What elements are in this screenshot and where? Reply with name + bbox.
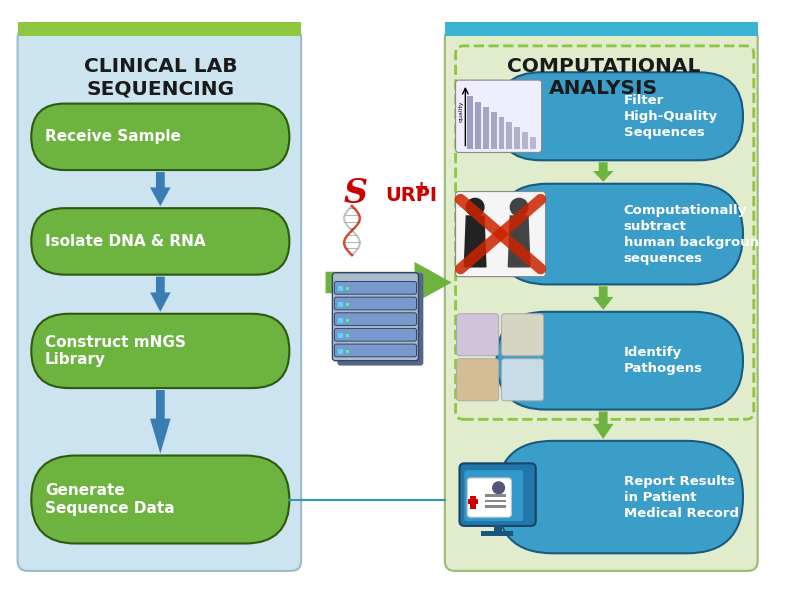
- Circle shape: [493, 482, 505, 493]
- Polygon shape: [508, 216, 530, 267]
- Bar: [338, 287, 343, 291]
- Text: Receive Sample: Receive Sample: [45, 129, 181, 144]
- FancyBboxPatch shape: [31, 455, 290, 543]
- FancyBboxPatch shape: [31, 104, 290, 170]
- FancyBboxPatch shape: [464, 470, 523, 521]
- Bar: [445, 22, 758, 36]
- Polygon shape: [150, 390, 170, 453]
- Bar: [338, 333, 343, 338]
- Text: URPI: URPI: [385, 186, 437, 205]
- Text: Computationally
subtract
human background
sequences: Computationally subtract human backgroun…: [624, 203, 768, 265]
- FancyBboxPatch shape: [497, 312, 743, 410]
- Bar: [338, 349, 343, 354]
- Polygon shape: [150, 172, 170, 206]
- FancyBboxPatch shape: [31, 208, 290, 274]
- Text: COMPUTATIONAL
ANALYSIS: COMPUTATIONAL ANALYSIS: [506, 56, 700, 98]
- Text: Identify
Pathogens: Identify Pathogens: [624, 346, 702, 375]
- Polygon shape: [464, 216, 486, 267]
- FancyBboxPatch shape: [338, 273, 423, 365]
- Bar: [514, 127, 520, 149]
- Polygon shape: [593, 412, 614, 439]
- Bar: [346, 319, 349, 322]
- FancyBboxPatch shape: [334, 297, 417, 310]
- Bar: [346, 287, 349, 290]
- FancyBboxPatch shape: [334, 344, 417, 357]
- FancyBboxPatch shape: [445, 29, 758, 571]
- Bar: [522, 132, 528, 149]
- FancyBboxPatch shape: [457, 314, 498, 356]
- FancyBboxPatch shape: [455, 192, 546, 277]
- Bar: [346, 350, 349, 353]
- Bar: [467, 96, 473, 149]
- FancyBboxPatch shape: [467, 478, 511, 517]
- Text: +: +: [413, 178, 428, 197]
- Bar: [530, 137, 536, 149]
- Circle shape: [466, 198, 484, 216]
- Text: Generate
Sequence Data: Generate Sequence Data: [45, 483, 174, 516]
- Text: quality: quality: [459, 101, 464, 122]
- Bar: [485, 500, 506, 503]
- Bar: [346, 334, 349, 337]
- Bar: [485, 506, 506, 508]
- FancyBboxPatch shape: [31, 314, 290, 388]
- Polygon shape: [150, 277, 170, 312]
- Text: Report Results
in Patient
Medical Record: Report Results in Patient Medical Record: [624, 475, 738, 520]
- FancyBboxPatch shape: [459, 463, 536, 526]
- FancyBboxPatch shape: [457, 359, 498, 401]
- Polygon shape: [326, 262, 452, 303]
- Bar: [481, 531, 514, 536]
- FancyBboxPatch shape: [455, 80, 542, 152]
- Text: Construct mNGS
Library: Construct mNGS Library: [45, 334, 186, 367]
- Bar: [506, 122, 512, 149]
- Polygon shape: [593, 162, 614, 181]
- Bar: [494, 525, 502, 532]
- FancyBboxPatch shape: [18, 29, 301, 571]
- Bar: [498, 117, 505, 149]
- Bar: [490, 112, 497, 149]
- FancyBboxPatch shape: [334, 282, 417, 294]
- Text: Isolate DNA & RNA: Isolate DNA & RNA: [45, 234, 206, 249]
- Bar: [18, 22, 301, 36]
- Polygon shape: [593, 287, 614, 310]
- FancyBboxPatch shape: [497, 441, 743, 554]
- FancyBboxPatch shape: [332, 273, 418, 361]
- FancyBboxPatch shape: [497, 72, 743, 160]
- Bar: [485, 493, 506, 497]
- Bar: [338, 317, 343, 322]
- FancyBboxPatch shape: [497, 184, 743, 285]
- Bar: [475, 101, 481, 149]
- FancyBboxPatch shape: [502, 314, 543, 356]
- Text: S: S: [344, 177, 368, 210]
- Text: CLINICAL LAB
SEQUENCING: CLINICAL LAB SEQUENCING: [83, 56, 237, 98]
- FancyBboxPatch shape: [334, 328, 417, 341]
- Bar: [338, 302, 343, 307]
- Bar: [468, 498, 478, 504]
- FancyBboxPatch shape: [502, 359, 543, 401]
- Circle shape: [510, 198, 528, 216]
- Text: Filter
High-Quality
Sequences: Filter High-Quality Sequences: [624, 93, 718, 139]
- FancyBboxPatch shape: [334, 313, 417, 325]
- Bar: [470, 495, 476, 509]
- Bar: [483, 107, 489, 149]
- Bar: [346, 303, 349, 306]
